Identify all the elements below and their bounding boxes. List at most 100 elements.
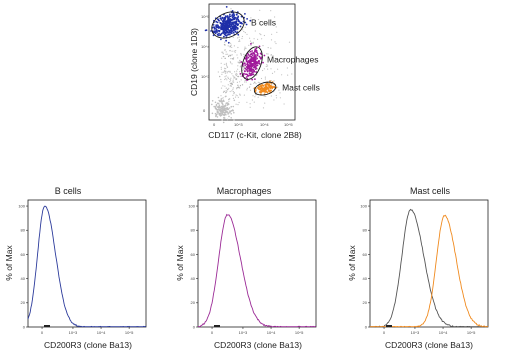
dot-point — [239, 87, 241, 89]
dot-point — [225, 110, 228, 112]
dot-point — [239, 75, 242, 77]
gate-point — [223, 24, 225, 27]
dot-point — [219, 106, 222, 108]
dot-point — [233, 93, 235, 95]
dot-point — [221, 113, 224, 115]
x-tick-label: 10^4 — [439, 330, 448, 335]
gate-point — [254, 78, 256, 80]
gate-point — [248, 55, 251, 57]
histogram-ylabel: % of Max — [4, 245, 14, 281]
dot-point — [224, 57, 226, 60]
dot-point — [237, 65, 239, 67]
dot-point — [233, 50, 235, 52]
dot-point — [244, 48, 246, 50]
dot-point — [288, 41, 291, 43]
gate-point — [233, 28, 236, 31]
gate-point — [237, 23, 239, 25]
y-tick-label: 100 — [360, 203, 367, 208]
dot-point — [221, 107, 223, 109]
dot-point — [257, 68, 259, 70]
gate-point — [230, 24, 233, 27]
histogram-curve — [370, 208, 488, 328]
histogram-title: Macrophages — [217, 186, 272, 196]
dot-point — [222, 51, 224, 53]
dot-point — [225, 87, 227, 89]
gate-point — [226, 15, 229, 18]
gate-point — [226, 25, 228, 28]
y-tick-label: 100 — [18, 203, 25, 208]
dot-point — [267, 47, 269, 49]
dot-point — [271, 56, 273, 58]
x-tick-label: 0 — [383, 330, 386, 335]
dot-point — [252, 41, 254, 44]
gate-point — [232, 31, 235, 34]
dot-point — [224, 85, 226, 87]
gate-point — [229, 31, 232, 34]
gate-point — [225, 6, 228, 8]
gate-point — [219, 17, 222, 20]
dot-point — [279, 92, 281, 94]
dot-plot-ylabel: CD19 (clone 1D3) — [189, 28, 199, 96]
gate-point — [219, 28, 222, 30]
gate-point — [226, 28, 229, 31]
dot-point — [211, 100, 214, 102]
dot-point — [270, 10, 272, 12]
dot-point — [232, 105, 235, 108]
dot-point — [213, 105, 215, 108]
dot-point — [233, 111, 235, 114]
histogram-xlabel: CD200R3 (clone Ba13) — [385, 340, 473, 350]
dot-point — [274, 41, 276, 43]
dot-point — [266, 53, 268, 55]
dot-point — [230, 113, 232, 115]
dot-point — [229, 111, 231, 114]
dot-point — [234, 96, 237, 98]
gate-point — [254, 60, 256, 63]
dot-point — [232, 94, 234, 96]
gate-point — [229, 33, 231, 36]
baseline-marker — [386, 325, 392, 327]
gate-point — [216, 31, 219, 33]
dot-point — [226, 53, 228, 55]
dot-point — [277, 68, 279, 70]
dot-point — [257, 81, 259, 83]
dot-point — [230, 42, 232, 44]
dot-point — [226, 118, 229, 121]
dot-point — [274, 71, 276, 73]
dot-point — [229, 81, 231, 83]
gate-point — [239, 25, 242, 28]
gate-point — [267, 90, 270, 92]
y-tick-label: 0 — [193, 324, 196, 329]
dot-point — [235, 78, 237, 80]
gate-point — [245, 66, 248, 68]
dot-point — [279, 97, 281, 99]
y-tick-label: 20 — [21, 300, 26, 305]
gate-point — [255, 54, 257, 56]
dot-point — [239, 84, 242, 87]
dot-point — [243, 61, 245, 63]
gate-point — [256, 57, 258, 60]
gate-ellipse — [211, 11, 245, 39]
dot-point — [262, 69, 264, 72]
dot-point — [266, 64, 268, 66]
dot-point — [220, 78, 222, 81]
dot-point — [243, 49, 246, 51]
y-tick-label: 40 — [191, 276, 196, 281]
dot-point — [231, 50, 233, 52]
dot-point — [240, 65, 242, 67]
dot-point — [224, 113, 226, 116]
dot-point — [273, 99, 275, 101]
gate-point — [265, 88, 268, 91]
dot-point — [229, 49, 231, 52]
gate-point — [255, 49, 258, 52]
dot-point — [260, 34, 262, 36]
gate-point — [249, 19, 252, 22]
gate-point — [233, 27, 236, 29]
dot-point — [239, 59, 241, 62]
dot-point — [223, 71, 225, 73]
gate-point — [262, 61, 264, 64]
dot-point — [223, 56, 225, 58]
gate-point — [238, 20, 241, 23]
dot-point — [225, 102, 227, 105]
dot-point — [276, 31, 278, 33]
